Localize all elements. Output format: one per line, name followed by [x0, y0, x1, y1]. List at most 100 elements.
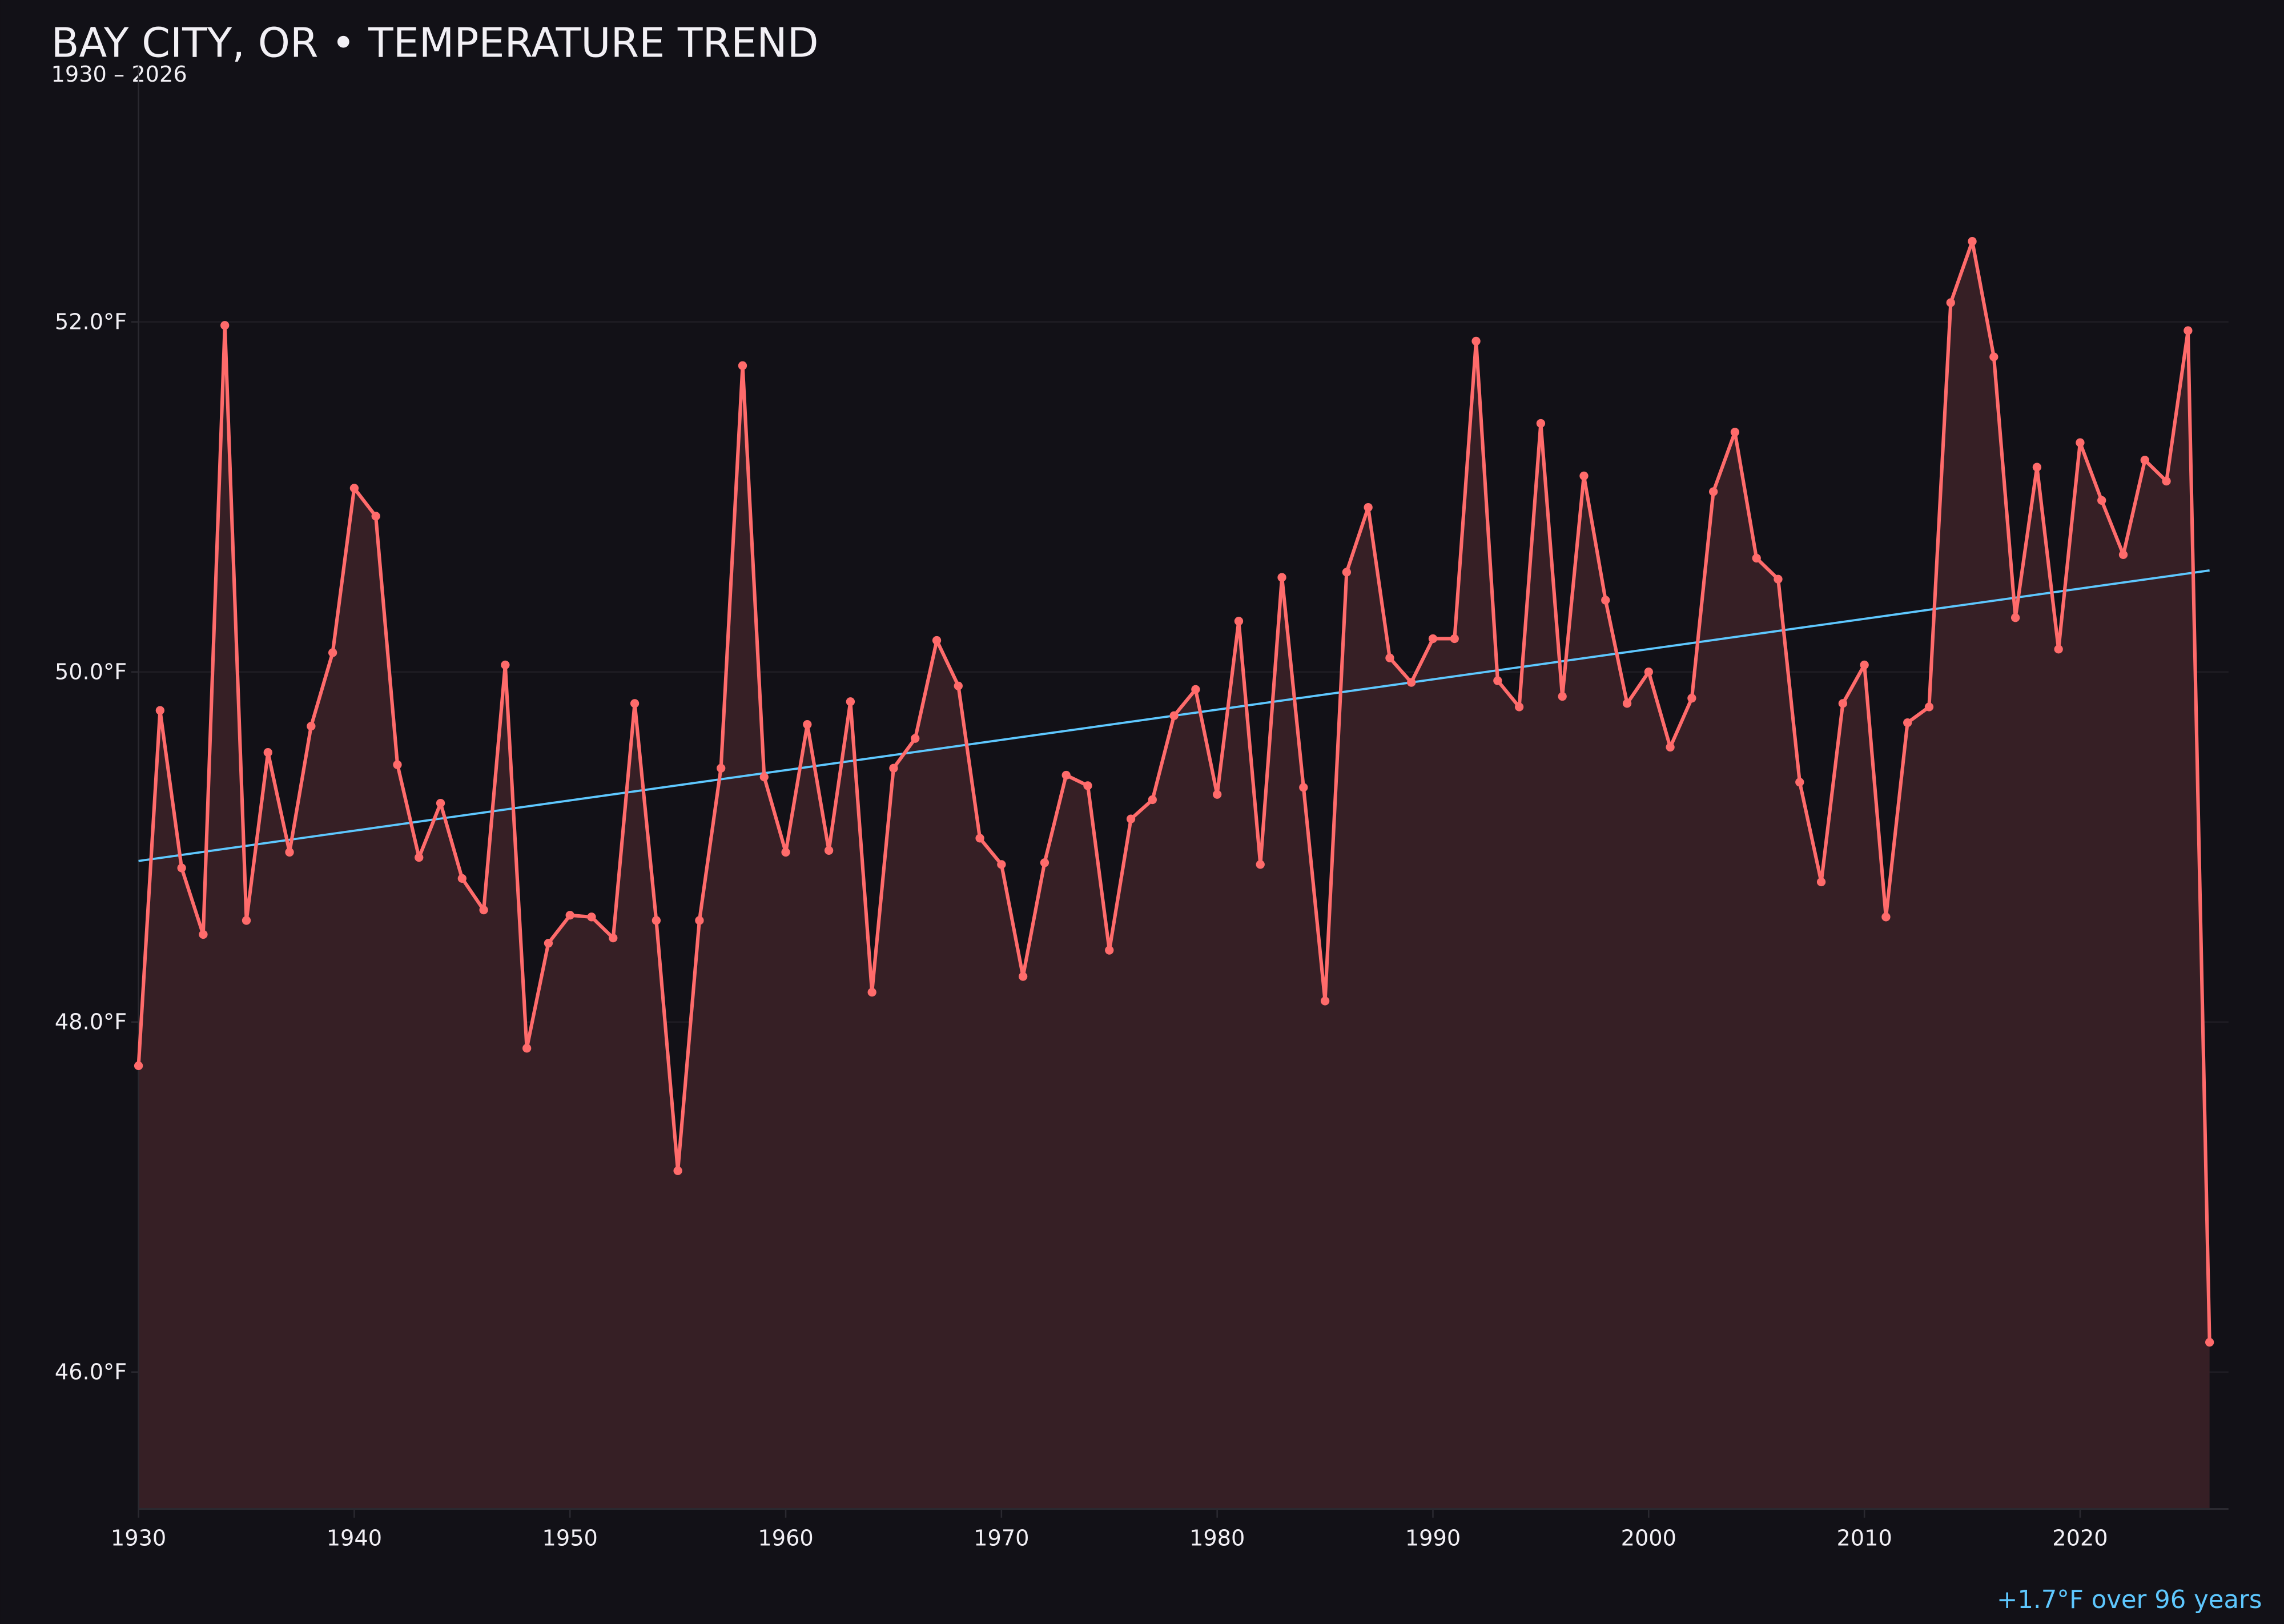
data-points [134, 237, 2214, 1347]
data-point-2025 [2184, 326, 2193, 335]
x-tick-label: 2020 [2052, 1525, 2108, 1551]
x-tick-label: 2010 [1836, 1525, 1892, 1551]
x-tick-label: 1950 [542, 1525, 598, 1551]
data-point-1976 [1126, 814, 1136, 823]
data-point-1934 [220, 321, 230, 330]
data-point-1961 [803, 720, 812, 729]
data-point-2010 [1860, 660, 1869, 670]
area-fill [138, 241, 2210, 1509]
data-point-2023 [2140, 456, 2149, 465]
x-tick-label: 1940 [327, 1525, 382, 1551]
x-tick-label: 1930 [111, 1525, 166, 1551]
y-tick-label: 50.0°F [55, 659, 127, 685]
data-point-2020 [2076, 438, 2085, 447]
data-point-1940 [349, 484, 359, 493]
data-point-1958 [738, 361, 747, 370]
data-point-1982 [1256, 860, 1265, 869]
data-point-1962 [824, 846, 834, 855]
data-point-2003 [1709, 487, 1718, 496]
data-point-1970 [997, 860, 1006, 869]
data-point-1977 [1148, 795, 1157, 805]
data-point-1956 [695, 916, 704, 925]
data-point-1936 [263, 748, 272, 757]
data-point-1987 [1364, 503, 1373, 512]
data-point-1988 [1385, 653, 1394, 662]
data-point-2019 [2054, 645, 2063, 654]
data-point-2009 [1838, 699, 1848, 708]
data-point-1947 [501, 660, 510, 670]
data-point-1964 [867, 987, 876, 997]
data-point-1941 [371, 512, 380, 521]
data-point-2016 [1989, 352, 1998, 361]
data-point-1957 [717, 763, 726, 773]
data-point-1968 [954, 681, 963, 690]
data-point-1975 [1105, 946, 1114, 955]
y-tick-label: 46.0°F [55, 1359, 127, 1385]
data-point-1994 [1514, 702, 1524, 711]
data-point-1942 [393, 760, 402, 769]
data-point-2022 [2118, 550, 2128, 560]
data-point-1946 [479, 905, 488, 915]
x-tick-label: 1980 [1189, 1525, 1245, 1551]
data-point-1991 [1450, 634, 1459, 644]
data-point-2024 [2162, 476, 2171, 486]
data-point-2002 [1687, 694, 1696, 703]
data-point-2004 [1730, 428, 1740, 437]
data-point-1953 [630, 699, 640, 708]
data-point-1980 [1213, 790, 1222, 799]
data-point-1943 [415, 853, 424, 862]
data-point-1990 [1428, 634, 1438, 644]
x-tick-label: 1960 [758, 1525, 813, 1551]
data-point-2013 [1924, 702, 1934, 711]
data-point-1937 [285, 847, 294, 857]
data-point-1983 [1277, 573, 1286, 582]
data-point-2011 [1881, 913, 1891, 922]
data-point-1932 [177, 863, 186, 873]
y-tick-label: 48.0°F [55, 1009, 127, 1035]
y-tick-label: 52.0°F [55, 309, 127, 335]
x-tick-label: 2000 [1621, 1525, 1676, 1551]
data-point-2001 [1666, 742, 1675, 752]
data-point-1997 [1579, 471, 1589, 481]
data-point-1938 [307, 722, 316, 731]
data-point-1974 [1083, 781, 1092, 790]
data-point-1945 [457, 874, 467, 883]
data-point-1995 [1536, 419, 1546, 428]
data-point-1939 [328, 648, 337, 657]
data-point-1986 [1342, 568, 1352, 577]
data-point-1950 [565, 911, 574, 920]
y-ticks: 46.0°F 48.0°F 50.0°F 52.0°F [55, 309, 139, 1385]
data-point-2014 [1946, 298, 1955, 307]
data-point-1969 [975, 834, 984, 843]
data-point-1944 [436, 798, 445, 808]
data-point-2012 [1903, 718, 1912, 727]
data-point-2017 [2010, 613, 2020, 622]
data-point-1973 [1061, 770, 1071, 780]
x-tick-label: 1990 [1405, 1525, 1461, 1551]
data-point-1951 [587, 913, 596, 922]
data-point-1984 [1299, 783, 1308, 792]
data-point-2006 [1774, 574, 1783, 584]
data-point-1966 [911, 734, 920, 743]
data-point-1931 [155, 706, 165, 715]
data-point-1981 [1234, 617, 1244, 626]
data-point-1998 [1601, 596, 1610, 605]
data-point-1996 [1558, 692, 1567, 701]
data-point-1952 [609, 933, 618, 943]
data-point-1963 [846, 697, 855, 706]
data-point-1965 [889, 763, 898, 773]
data-point-1985 [1320, 996, 1330, 1006]
data-point-1971 [1018, 972, 1028, 981]
data-point-1949 [544, 939, 553, 948]
data-point-1930 [134, 1061, 143, 1071]
data-point-2018 [2032, 463, 2042, 472]
data-point-1960 [781, 847, 790, 857]
chart-title: BAY CITY, OR • TEMPERATURE TREND [51, 19, 819, 66]
data-point-2005 [1752, 553, 1761, 563]
data-point-2015 [1968, 237, 1977, 246]
data-point-1948 [522, 1044, 532, 1053]
data-point-2000 [1644, 668, 1653, 677]
data-point-1978 [1169, 711, 1179, 720]
data-point-2008 [1816, 877, 1826, 887]
